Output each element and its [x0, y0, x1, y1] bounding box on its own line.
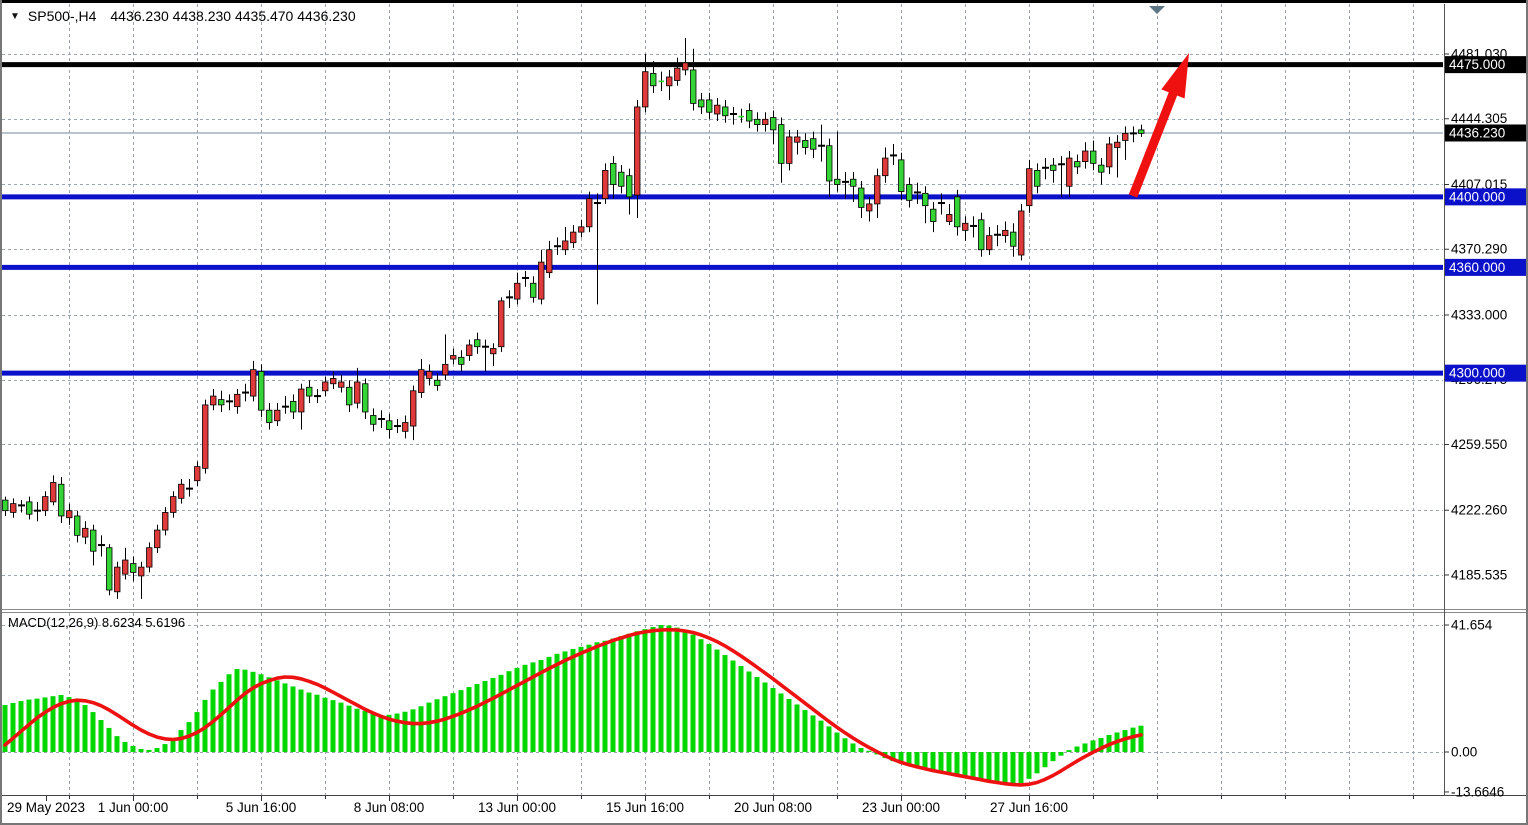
arrow-head: [1161, 53, 1189, 99]
trend-arrow[interactable]: [1128, 53, 1189, 198]
ohlc-quote: 4436.230 4438.230 4435.470 4436.230: [110, 8, 356, 24]
macd-tick-label: 41.654: [1451, 618, 1493, 633]
chart-shift-marker-icon[interactable]: [1149, 6, 1165, 14]
time-axis[interactable]: 29 May 2023 1 Jun 00:00 5 Jun 16:00 8 Jun 0…: [7, 796, 1414, 815]
macd-tick-label: 0.00: [1451, 745, 1477, 760]
time-tick-label: 27 Jun 16:00: [990, 800, 1068, 815]
price-level-badge: 4300.000: [1449, 366, 1505, 381]
time-tick-label: 20 Jun 08:00: [734, 800, 812, 815]
time-tick-label: 15 Jun 16:00: [606, 800, 684, 815]
price-tick-label: 4185.535: [1451, 567, 1507, 582]
price-badges: 4475.000 4400.000 4360.000 4300.000 4436.230: [1445, 56, 1526, 382]
time-tick-label: 1 Jun 00:00: [98, 800, 169, 815]
time-tick-label: 5 Jun 16:00: [226, 800, 297, 815]
price-tick-label: 4333.000: [1451, 307, 1507, 322]
price-tick-label: 4444.305: [1451, 111, 1507, 126]
macd-histogram: [2, 625, 1144, 785]
macd-axis[interactable]: 41.654 0.00 -13.6646: [1444, 618, 1504, 800]
frame: [0, 4, 1528, 796]
macd-tick-label: -13.6646: [1451, 784, 1504, 799]
time-tick-label: 8 Jun 08:00: [354, 800, 425, 815]
macd-signal: [3, 627, 1143, 787]
price-level-badge: 4360.000: [1449, 260, 1505, 275]
shift-marker[interactable]: [1149, 6, 1165, 14]
price-tick-label: 4407.015: [1451, 177, 1507, 192]
price-level-badge: 4475.000: [1449, 57, 1505, 72]
price-tick-label: 4222.260: [1451, 503, 1507, 518]
time-tick-label: 29 May 2023: [7, 800, 85, 815]
price-level-badge: 4436.230: [1449, 125, 1505, 140]
chart-header: ▼ SP500-,H4 4436.230 4438.230 4435.470 4…: [10, 8, 356, 24]
time-tick-label: 13 Jun 00:00: [478, 800, 556, 815]
symbol-period-label: SP500-,H4: [27, 8, 97, 24]
candlestick-series: [2, 38, 1145, 599]
macd-indicator-label: MACD(12,26,9) 8.6234 5.6196: [8, 615, 186, 630]
macd-signal-line: [3, 627, 1143, 787]
price-tick-label: 4370.290: [1451, 242, 1507, 257]
price-level-badge: 4400.000: [1449, 189, 1505, 204]
time-tick-label: 23 Jun 00:00: [862, 800, 940, 815]
support-resistance-lines[interactable]: [2, 62, 1443, 376]
price-tick-label: 4259.550: [1451, 437, 1507, 452]
symbol-dropdown-icon[interactable]: ▼: [10, 10, 20, 22]
